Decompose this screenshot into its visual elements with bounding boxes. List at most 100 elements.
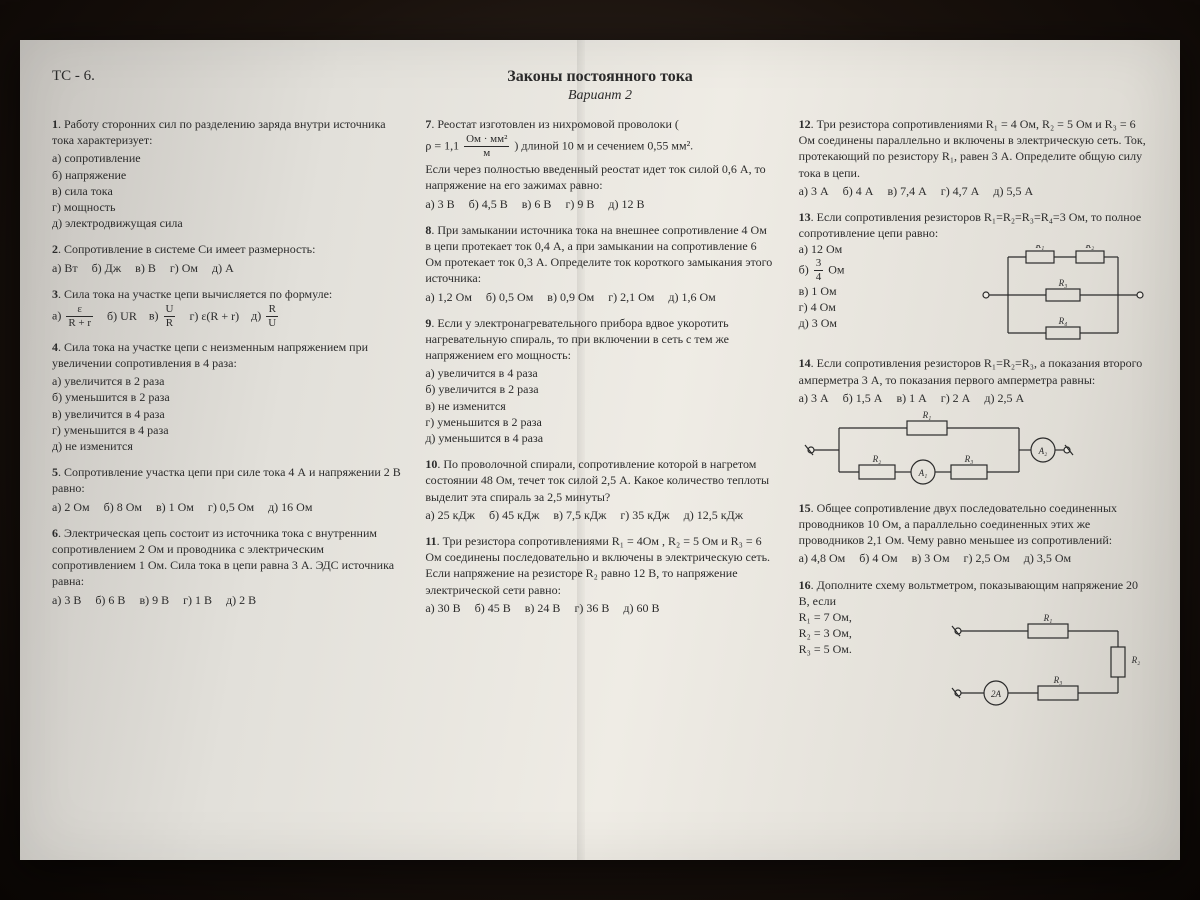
q3-text: . Сила тока на участке цепи вычисляется … — [58, 287, 332, 301]
q16-r3: R₃ = 5 Ом. — [799, 641, 942, 657]
q15-number: 15 — [799, 501, 811, 515]
column-3: 12. Три резистора сопротивлениями R₁ = 4… — [799, 116, 1148, 718]
q2-opt-d: г) Ом — [170, 260, 198, 276]
q7-text1: . Реостат изготовлен из нихромовой прово… — [431, 117, 679, 131]
q3-opt-e: д) RU — [251, 304, 280, 329]
q4-opt-a: а) увеличится в 2 раза — [52, 373, 401, 389]
q6-opt-b: б) 6 В — [95, 592, 125, 608]
q16-r2: R₂ = 3 Ом, — [799, 625, 942, 641]
question-6: 6. Электрическая цепь состоит из источни… — [52, 525, 401, 608]
columns: 1. Работу сторонних сил по разделению за… — [52, 116, 1148, 718]
svg-text:R₂: R₂ — [871, 454, 881, 464]
question-2: 2. Сопротивление в системе Си имеет разм… — [52, 241, 401, 275]
q14-number: 14 — [799, 356, 811, 370]
q15-opt-e: д) 3,5 Ом — [1024, 550, 1071, 566]
q16-r1: R₁ = 7 Ом, — [799, 609, 942, 625]
q13-opt-d: г) 4 Ом — [799, 299, 972, 315]
question-10: 10. По проволочной спирали, сопротивлени… — [425, 456, 774, 523]
svg-text:A₁: A₁ — [917, 468, 927, 478]
q8-opt-c: в) 0,9 Ом — [547, 289, 594, 305]
q13-opt-c: в) 1 Ом — [799, 283, 972, 299]
q7-opt-b: б) 4,5 В — [469, 196, 508, 212]
q10-number: 10 — [425, 457, 437, 471]
question-3: 3. Сила тока на участке цепи вычисляется… — [52, 286, 401, 329]
q8-options: а) 1,2 Ом б) 0,5 Ом в) 0,9 Ом г) 2,1 Ом … — [425, 289, 774, 305]
q7-opt-c: в) 6 В — [522, 196, 552, 212]
fraction-icon: Ом · мм²м — [464, 134, 509, 159]
q12-options: а) 3 А б) 4 А в) 7,4 А г) 4,7 А д) 5,5 А — [799, 183, 1148, 199]
q15-text: . Общее сопротивление двух последователь… — [799, 501, 1117, 547]
question-12: 12. Три резистора сопротивлениями R₁ = 4… — [799, 116, 1148, 199]
q13-number: 13 — [799, 210, 811, 224]
q14-circuit-diagram: R₁ R₂ R₃ A₁ A₂ — [799, 410, 1148, 490]
q11-number: 11 — [425, 534, 436, 548]
q5-opt-e: д) 16 Ом — [268, 499, 312, 515]
q5-options: а) 2 Ом б) 8 Ом в) 1 Ом г) 0,5 Ом д) 16 … — [52, 499, 401, 515]
fraction-icon: εR + r — [66, 304, 93, 329]
worksheet-paper: ТС - 6. Законы постоянного тока Вариант … — [20, 40, 1180, 860]
q1-opt-d: г) мощность — [52, 199, 401, 215]
q16-text: . Дополните схему вольтметром, показываю… — [799, 578, 1138, 608]
q11-options: а) 30 В б) 45 В в) 24 В г) 36 В д) 60 В — [425, 600, 774, 616]
q7-opt-a: а) 3 В — [425, 196, 454, 212]
q2-opt-a: а) Вт — [52, 260, 78, 276]
q4-opt-c: в) увеличится в 4 раза — [52, 406, 401, 422]
q9-opt-a: а) увеличится в 4 раза — [425, 365, 774, 381]
q10-opt-d: г) 35 кДж — [620, 507, 669, 523]
q9-opt-c: в) не изменится — [425, 398, 774, 414]
q14-opt-e: д) 2,5 А — [984, 390, 1024, 406]
q7-opt-e: д) 12 В — [608, 196, 644, 212]
q8-text: . При замыкании источника тока на внешне… — [425, 223, 772, 286]
fraction-icon: RU — [266, 304, 278, 329]
q12-opt-e: д) 5,5 А — [993, 183, 1033, 199]
question-16: 16. Дополните схему вольтметром, показыв… — [799, 577, 1148, 708]
question-13: 13. Если сопротивления резисторов R₁=R₂=… — [799, 209, 1148, 345]
q12-opt-d: г) 4,7 А — [941, 183, 980, 199]
q6-text: . Электрическая цепь состоит из источник… — [52, 526, 394, 589]
q3-opt-a: а) εR + r — [52, 304, 95, 329]
q8-opt-a: а) 1,2 Ом — [425, 289, 472, 305]
q11-opt-c: в) 24 В — [525, 600, 561, 616]
q9-options: а) увеличится в 4 раза б) увеличится в 2… — [425, 365, 774, 446]
q2-opt-e: д) А — [212, 260, 234, 276]
q12-opt-a: а) 3 А — [799, 183, 829, 199]
q10-opt-a: а) 25 кДж — [425, 507, 475, 523]
q1-text: . Работу сторонних сил по разделению зар… — [52, 117, 386, 147]
q9-opt-b: б) увеличится в 2 раза — [425, 381, 774, 397]
q10-text: . По проволочной спирали, сопротивление … — [425, 457, 769, 503]
q7-opt-d: г) 9 В — [565, 196, 594, 212]
question-11: 11. Три резистора сопротивлениями R₁ = 4… — [425, 533, 774, 616]
q2-options: а) Вт б) Дж в) В г) Ом д) А — [52, 260, 401, 276]
q16-given: R₁ = 7 Ом, R₂ = 3 Ом, R₃ = 5 Ом. — [799, 609, 942, 658]
q1-opt-e: д) электродвижущая сила — [52, 215, 401, 231]
q2-opt-c: в) В — [135, 260, 156, 276]
q12-opt-c: в) 7,4 А — [887, 183, 926, 199]
q11-opt-a: а) 30 В — [425, 600, 460, 616]
svg-text:R₄: R₄ — [1058, 316, 1068, 326]
q4-options: а) увеличится в 2 раза б) уменьшится в 2… — [52, 373, 401, 454]
q6-opt-e: д) 2 В — [226, 592, 256, 608]
q14-opt-d: г) 2 А — [941, 390, 971, 406]
q15-opt-d: г) 2,5 Ом — [964, 550, 1010, 566]
q8-opt-d: г) 2,1 Ом — [608, 289, 654, 305]
q4-opt-d: г) уменьшится в 4 раза — [52, 422, 401, 438]
q3-options: а) εR + r б) UR в) UR г) ε(R + r) д) RU — [52, 304, 401, 329]
svg-text:R₁: R₁ — [921, 410, 931, 420]
q1-opt-b: б) напряжение — [52, 167, 401, 183]
q3-opt-d: г) ε(R + r) — [189, 308, 239, 324]
q9-text: . Если у электронагревательного прибора … — [425, 316, 729, 362]
q13-opt-e: д) 3 Ом — [799, 315, 972, 331]
question-1: 1. Работу сторонних сил по разделению за… — [52, 116, 401, 231]
q5-opt-b: б) 8 Ом — [104, 499, 142, 515]
q15-options: а) 4,8 Ом б) 4 Ом в) 3 Ом г) 2,5 Ом д) 3… — [799, 550, 1148, 566]
svg-text:R₁: R₁ — [1043, 613, 1053, 623]
header: ТС - 6. Законы постоянного тока Вариант … — [52, 68, 1148, 104]
q2-text: . Сопротивление в системе Си имеет разме… — [58, 242, 315, 256]
q14-options: а) 3 А б) 1,5 А в) 1 А г) 2 А д) 2,5 А — [799, 390, 1148, 406]
q16-number: 16 — [799, 578, 811, 592]
q4-opt-e: д) не изменится — [52, 438, 401, 454]
q11-opt-d: г) 36 В — [574, 600, 609, 616]
q6-opt-d: г) 1 В — [183, 592, 212, 608]
column-2: 7. Реостат изготовлен из нихромовой пров… — [425, 116, 774, 718]
q12-number: 12 — [799, 117, 811, 131]
